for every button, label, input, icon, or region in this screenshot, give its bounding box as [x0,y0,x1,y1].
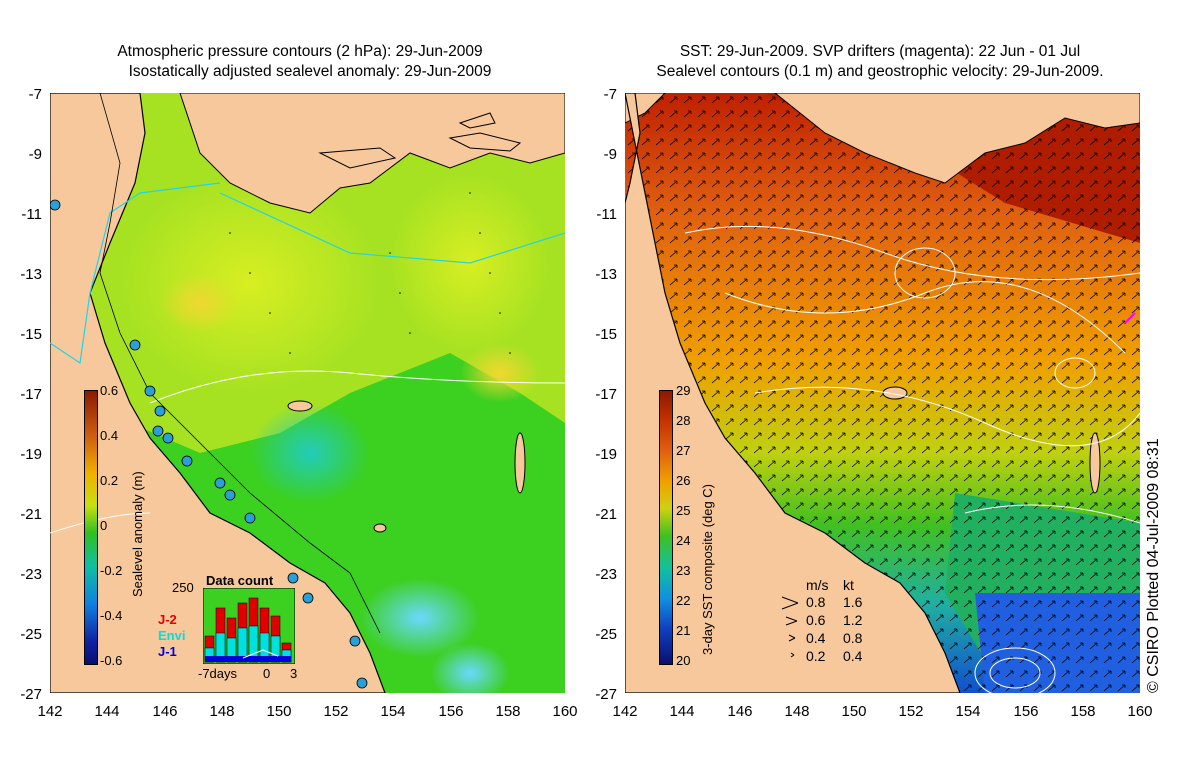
y-tick: -27 [595,686,617,703]
y-tick: -19 [595,446,617,463]
y-tick: -21 [595,506,617,523]
y-tick: -17 [20,386,42,403]
right-title-line1: SST: 29-Jun-2009. SVP drifters (magenta)… [679,43,1081,60]
colorbar-tick: 27 [676,443,691,458]
colorbar-tick: -0.2 [100,563,123,578]
inset-ymax: 250 [172,580,194,595]
y-tick: -15 [20,326,42,343]
x-tick: 158 [495,703,521,720]
legend-envi: Envi [158,628,186,643]
velocity-row-ms: 0.6 [806,612,826,628]
velocity-row-kt: 1.2 [843,612,863,628]
y-tick: -23 [595,566,617,583]
credit-text: © CSIRO Plotted 04-Jul-2009 08:31 [1145,438,1162,693]
y-tick: -13 [20,266,42,283]
y-tick: -7 [603,86,617,103]
colorbar-tick: 23 [676,563,691,578]
x-tick: 146 [152,703,178,720]
sealevel-colorbar [84,390,98,665]
colorbar-tick: 0 [100,518,108,533]
right-map-panel [625,93,1140,693]
colorbar-tick: 28 [676,413,691,428]
y-tick: -17 [595,386,617,403]
x-tick: 146 [727,703,753,720]
x-tick: 150 [841,703,867,720]
velocity-unit-kt: kt [843,577,854,593]
inset-xlabel-zero: 0 [263,666,271,681]
y-tick: -25 [595,626,617,643]
x-tick: 148 [209,703,235,720]
left-title-line2: Isostatically adjusted sealevel anomaly:… [128,63,492,80]
inset-title: Data count [206,573,274,588]
sst-colorbar [659,390,673,665]
inset-xlabel-end: 3 [290,666,298,681]
y-tick: -27 [20,686,42,703]
velocity-unit-ms: m/s [806,577,829,593]
x-tick: 148 [784,703,810,720]
x-tick: 150 [266,703,292,720]
left-title-line1: Atmospheric pressure contours (2 hPa): 2… [117,43,483,60]
x-tick: 158 [1070,703,1096,720]
colorbar-tick: 29 [676,383,691,398]
y-tick: -9 [28,146,42,163]
velocity-row-kt: 0.4 [843,648,863,664]
sealevel-anomaly-map [50,93,565,693]
x-tick: 144 [669,703,695,720]
data-count-bars [203,588,295,664]
y-tick: -9 [603,146,617,163]
velocity-row-ms: 0.8 [806,594,826,610]
x-tick: 144 [94,703,120,720]
colorbar-tick: 0.4 [100,428,119,443]
velocity-row-ms: 0.4 [806,630,826,646]
y-tick: -13 [595,266,617,283]
inset-xlabel-start: -7days [198,666,238,681]
colorbar-tick: 0.2 [100,473,119,488]
legend-j2: J-2 [158,612,177,627]
y-tick: -19 [20,446,42,463]
stacked-bars [204,597,292,663]
colorbar-tick: 20 [676,653,691,668]
colorbar-title: Sealevel anomaly (m) [130,471,145,597]
sst-map [625,93,1140,693]
y-tick: -25 [20,626,42,643]
y-tick: -11 [596,206,617,223]
colorbar-tick: 26 [676,473,691,488]
colorbar-tick: 22 [676,593,691,608]
colorbar-tick: 25 [676,503,691,518]
y-tick: -21 [20,506,42,523]
x-tick: 160 [552,703,578,720]
left-map-panel [50,93,565,693]
legend-j1: J-1 [158,644,177,659]
x-tick: 156 [1013,703,1039,720]
y-tick: -7 [28,86,42,103]
colorbar-tick: 0.6 [100,383,119,398]
x-tick: 154 [955,703,981,720]
x-tick: 142 [37,703,63,720]
x-tick: 142 [612,703,638,720]
x-tick: 152 [323,703,349,720]
x-tick: 154 [380,703,406,720]
right-title-line2: Sealevel contours (0.1 m) and geostrophi… [656,63,1104,80]
y-tick: -11 [21,206,42,223]
velocity-arrows [781,596,799,658]
colorbar-tick: 24 [676,533,691,548]
colorbar-tick: -0.6 [100,653,123,668]
x-tick: 156 [438,703,464,720]
x-tick: 152 [898,703,924,720]
x-tick: 160 [1127,703,1153,720]
velocity-row-kt: 0.8 [843,630,863,646]
colorbar-tick: -0.4 [100,608,123,623]
velocity-row-ms: 0.2 [806,648,826,664]
colorbar-tick: 21 [676,623,691,638]
y-tick: -15 [595,326,617,343]
y-tick: -23 [20,566,42,583]
velocity-row-kt: 1.6 [843,594,863,610]
colorbar-title: 3-day SST composite (deg C) [700,484,715,655]
